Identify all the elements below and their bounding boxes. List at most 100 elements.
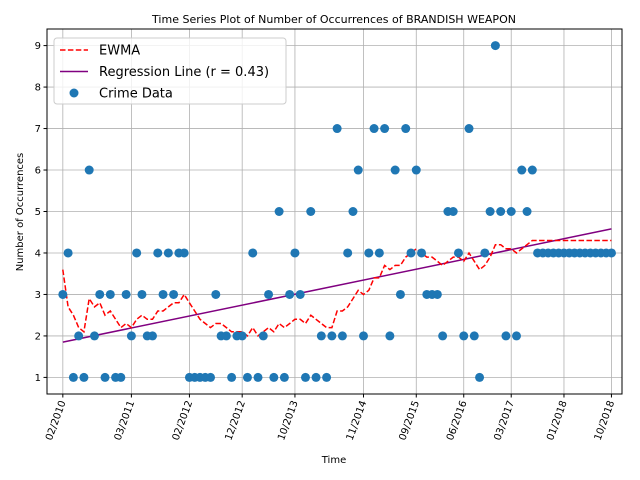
crime-data-point [295, 289, 305, 299]
crime-data-point [169, 289, 179, 299]
crime-data-point [432, 289, 442, 299]
x-tick-label: 01/2018 [545, 399, 570, 442]
crime-data-point [480, 248, 490, 258]
x-tick-label: 03/2011 [113, 399, 138, 442]
crime-data-point [359, 331, 369, 341]
series-layer [58, 41, 616, 382]
crime-data-point [264, 289, 274, 299]
chart-title: Time Series Plot of Number of Occurrence… [151, 13, 516, 26]
crime-data-point [343, 248, 353, 258]
crime-data-point [63, 248, 73, 258]
y-tick-label: 3 [35, 290, 41, 301]
crime-data-point [89, 331, 99, 341]
crime-data-point [322, 372, 332, 382]
crime-data-point [221, 331, 231, 341]
crime-data-point [274, 207, 284, 216]
legend-label: Regression Line (r = 0.43) [99, 65, 269, 80]
crime-data-point [116, 372, 126, 382]
crime-data-point [126, 331, 136, 341]
crime-data-point [248, 248, 258, 258]
x-tick-label: 10/2013 [276, 399, 301, 442]
regression-line [62, 228, 612, 343]
crime-data-point [58, 289, 68, 299]
crime-data-point [390, 165, 400, 175]
crime-data-point [279, 372, 289, 382]
crime-data-point [132, 248, 142, 258]
crime-data-point [438, 331, 448, 341]
y-axis-label: Number of Occurrences [15, 153, 26, 272]
x-tick-label: 02/2012 [171, 399, 196, 442]
crime-data-point [285, 289, 295, 299]
crime-data-point [290, 248, 300, 258]
crime-data-point [253, 372, 263, 382]
crime-data-point [417, 248, 427, 258]
crime-data-point [211, 289, 221, 299]
crime-data-point [364, 248, 374, 258]
crime-data-point [332, 124, 342, 134]
crime-data-point [206, 372, 216, 382]
y-tick-label: 9 [35, 41, 41, 52]
crime-data-point [522, 207, 532, 216]
crime-data-point [153, 248, 163, 258]
crime-data-point [496, 207, 506, 216]
crime-data-point [163, 248, 173, 258]
crime-data-point [353, 165, 363, 175]
x-tick-label: 10/2018 [593, 399, 618, 442]
crime-data-point [527, 165, 537, 175]
crime-data-point [306, 207, 316, 216]
x-tick-label: 03/2017 [492, 399, 517, 442]
crime-data-point [337, 331, 347, 341]
crime-data-point [401, 124, 411, 134]
legend-box [53, 37, 287, 105]
x-tick-label: 12/2012 [223, 399, 248, 442]
crime-data-point [374, 248, 384, 258]
crime-data-point [258, 331, 268, 341]
crime-data-point [369, 124, 379, 134]
y-tick-label: 5 [35, 207, 41, 218]
y-tick-label: 1 [35, 373, 41, 384]
crime-data-point [95, 289, 105, 299]
crime-data-point [464, 124, 474, 134]
crime-data-point [137, 289, 147, 299]
crime-data-point [511, 331, 521, 341]
crime-data-point [300, 372, 310, 382]
crime-data-point [506, 207, 516, 216]
y-tick-label: 4 [35, 248, 41, 259]
crime-data-point [475, 372, 485, 382]
crime-data-point [395, 289, 405, 299]
crime-data-point [74, 331, 84, 341]
crime-data-point [606, 248, 616, 258]
y-tick-label: 2 [35, 331, 41, 342]
crime-data-point [517, 165, 527, 175]
crime-data-point [242, 372, 252, 382]
crime-data-point [406, 248, 416, 258]
legend-marker-crime-data [69, 88, 79, 98]
x-tick-label: 09/2015 [398, 399, 423, 442]
y-tick-label: 8 [35, 83, 41, 94]
crime-data-point [100, 372, 110, 382]
legend: EWMA Regression Line (r = 0.43) Crime Data [53, 37, 287, 105]
crime-data-point [79, 372, 89, 382]
ewma-line [62, 239, 612, 337]
crime-data-point [448, 207, 458, 216]
crime-data-point [227, 372, 237, 382]
y-tick-label: 6 [35, 166, 41, 177]
y-axis-ticks: 1 2 3 4 5 6 7 8 9 [35, 41, 47, 384]
legend-label: EWMA [99, 44, 140, 59]
crime-data-point [380, 124, 390, 134]
crime-data-point [348, 207, 358, 216]
crime-data-point [311, 372, 321, 382]
crime-data-point [269, 372, 279, 382]
y-tick-label: 7 [35, 124, 41, 135]
crime-data-point [121, 289, 131, 299]
crime-data-point [148, 331, 158, 341]
crime-data-point [501, 331, 511, 341]
x-tick-label: 06/2016 [445, 399, 470, 442]
crime-data-point [68, 372, 78, 382]
crime-data-point [385, 331, 395, 341]
crime-data-point [158, 289, 168, 299]
crime-data-point [316, 331, 326, 341]
x-tick-label: 02/2010 [44, 399, 69, 442]
crime-data-point [469, 331, 479, 341]
